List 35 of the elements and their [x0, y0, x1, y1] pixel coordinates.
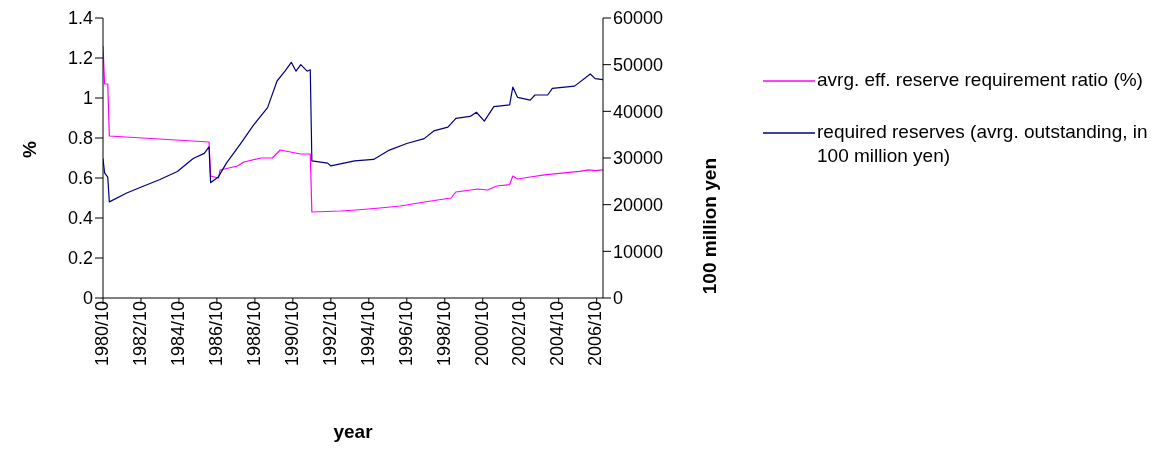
legend-label: required reserves (avrg. outstanding, in 100 million yen): [817, 120, 1149, 168]
x-tick-label: 1994/10: [357, 301, 378, 367]
y2-tick-label: 0: [613, 288, 624, 309]
x-tick-label: 1982/10: [129, 301, 150, 367]
y-tick-label: 0.4: [67, 208, 93, 229]
x-tick-label: 2006/10: [585, 301, 606, 367]
x-tick-label: 1988/10: [243, 301, 264, 367]
x-tick-label: 1984/10: [167, 301, 188, 367]
y-tick-label: 1.2: [67, 48, 93, 69]
x-tick-label: 2002/10: [509, 301, 530, 367]
y2-tick-label: 10000: [613, 241, 664, 262]
y-axis-title: %: [18, 141, 40, 158]
x-tick-label: 1992/10: [319, 301, 340, 367]
y2-tick-label: 40000: [613, 101, 664, 122]
legend-label: avrg. eff. reserve requirement ratio (%): [817, 68, 1143, 92]
y2-tick-label: 60000: [613, 8, 664, 29]
y-tick-label: 1: [82, 88, 93, 109]
y-tick-label: 0.8: [67, 128, 93, 149]
x-tick-label: 1996/10: [395, 301, 416, 367]
y-tick-label: 0.2: [67, 248, 93, 269]
x-tick-label: 2000/10: [471, 301, 492, 367]
y2-tick-label: 20000: [613, 195, 664, 216]
x-tick-label: 1986/10: [205, 301, 226, 367]
y2-tick-label: 50000: [613, 55, 664, 76]
x-tick-label: 1998/10: [433, 301, 454, 367]
x-tick-label: 1980/10: [91, 301, 112, 367]
y2-tick-label: 30000: [613, 148, 664, 169]
y-tick-label: 1.4: [67, 8, 93, 29]
y-tick-label: 0.6: [67, 168, 93, 189]
y-tick-label: 0: [82, 288, 93, 309]
line-series: [103, 61, 603, 203]
x-tick-label: 1990/10: [281, 301, 302, 367]
x-axis-title: year: [333, 421, 374, 442]
x-tick-label: 2004/10: [547, 301, 568, 367]
y2-axis-title: 100 million yen: [698, 158, 720, 295]
